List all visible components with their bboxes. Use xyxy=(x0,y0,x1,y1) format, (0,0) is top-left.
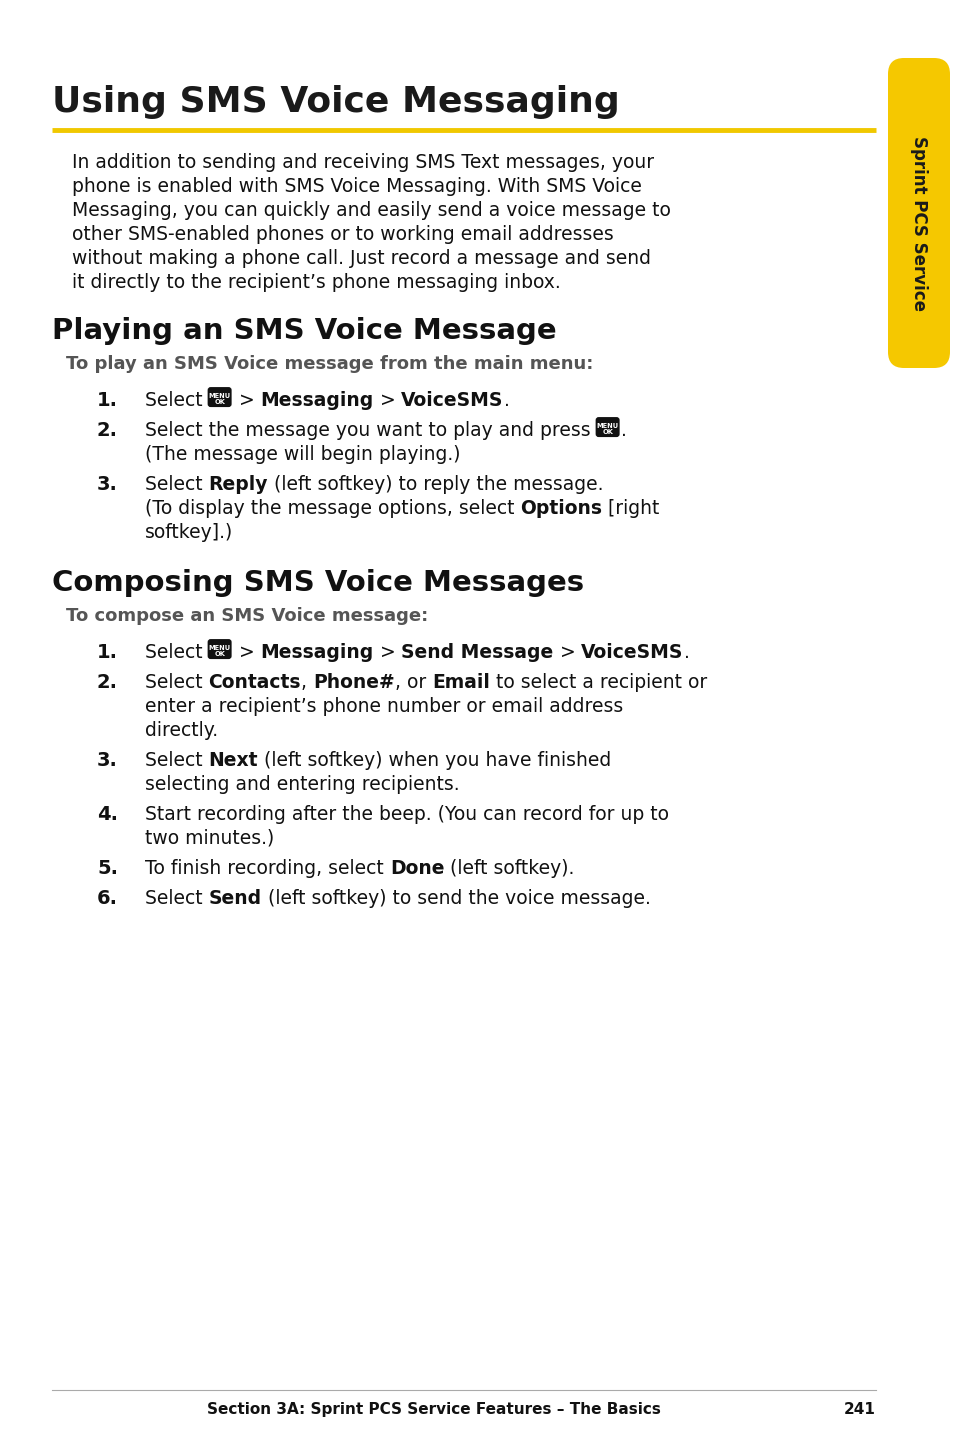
Text: it directly to the recipient’s phone messaging inbox.: it directly to the recipient’s phone mes… xyxy=(71,273,560,292)
Text: directly.: directly. xyxy=(145,721,218,740)
Text: In addition to sending and receiving SMS Text messages, your: In addition to sending and receiving SMS… xyxy=(71,153,654,172)
Text: Select: Select xyxy=(145,643,209,663)
Text: (left softkey) to reply the message.: (left softkey) to reply the message. xyxy=(268,475,603,494)
Text: To finish recording, select: To finish recording, select xyxy=(145,859,390,879)
Text: without making a phone call. Just record a message and send: without making a phone call. Just record… xyxy=(71,249,650,268)
Text: To compose an SMS Voice message:: To compose an SMS Voice message: xyxy=(66,607,428,625)
Text: >: > xyxy=(233,391,260,411)
Text: selecting and entering recipients.: selecting and entering recipients. xyxy=(145,776,459,794)
FancyBboxPatch shape xyxy=(887,59,949,368)
Text: .: . xyxy=(683,643,689,663)
Text: 4.: 4. xyxy=(97,806,118,824)
Text: Section 3A: Sprint PCS Service Features – The Basics: Section 3A: Sprint PCS Service Features … xyxy=(207,1402,660,1417)
Text: (left softkey) to send the voice message.: (left softkey) to send the voice message… xyxy=(261,889,650,909)
Text: Select: Select xyxy=(145,889,209,909)
Text: Select: Select xyxy=(145,751,209,770)
Text: Select the message you want to play and press: Select the message you want to play and … xyxy=(145,421,596,439)
Text: Next: Next xyxy=(209,751,258,770)
Text: Sprint PCS Service: Sprint PCS Service xyxy=(909,136,927,311)
Text: , or: , or xyxy=(395,673,432,693)
FancyBboxPatch shape xyxy=(208,640,232,660)
Text: 3.: 3. xyxy=(97,751,118,770)
Text: [right: [right xyxy=(602,499,659,518)
Text: 241: 241 xyxy=(843,1402,875,1417)
Text: two minutes.): two minutes.) xyxy=(145,829,274,849)
Text: phone is enabled with SMS Voice Messaging. With SMS Voice: phone is enabled with SMS Voice Messagin… xyxy=(71,177,641,196)
Text: VoiceSMS: VoiceSMS xyxy=(401,391,503,411)
Text: Start recording after the beep. (You can record for up to: Start recording after the beep. (You can… xyxy=(145,806,668,824)
Text: To play an SMS Voice message from the main menu:: To play an SMS Voice message from the ma… xyxy=(66,355,593,373)
Text: Select: Select xyxy=(145,391,209,411)
Text: (left softkey).: (left softkey). xyxy=(444,859,574,879)
Text: (left softkey) when you have finished: (left softkey) when you have finished xyxy=(258,751,611,770)
Text: Messaging: Messaging xyxy=(260,643,374,663)
Text: MENU: MENU xyxy=(209,394,231,399)
Text: 6.: 6. xyxy=(97,889,118,909)
Text: .: . xyxy=(503,391,509,411)
Text: (To display the message options, select: (To display the message options, select xyxy=(145,499,520,518)
Text: to select a recipient or: to select a recipient or xyxy=(489,673,706,693)
Text: 1.: 1. xyxy=(97,643,118,663)
Text: Using SMS Voice Messaging: Using SMS Voice Messaging xyxy=(52,84,619,119)
Text: Playing an SMS Voice Message: Playing an SMS Voice Message xyxy=(52,318,556,345)
Text: .: . xyxy=(620,421,626,439)
Text: other SMS-enabled phones or to working email addresses: other SMS-enabled phones or to working e… xyxy=(71,225,613,245)
FancyBboxPatch shape xyxy=(208,386,232,406)
Text: MENU: MENU xyxy=(596,424,618,429)
Text: softkey].): softkey].) xyxy=(145,522,233,542)
Text: 5.: 5. xyxy=(97,859,118,879)
Text: Send: Send xyxy=(209,889,261,909)
Text: OK: OK xyxy=(601,429,613,435)
Text: OK: OK xyxy=(214,651,225,657)
Text: Phone#: Phone# xyxy=(313,673,395,693)
FancyBboxPatch shape xyxy=(595,416,619,436)
Text: Send Message: Send Message xyxy=(401,643,553,663)
Text: 1.: 1. xyxy=(97,391,118,411)
Text: Messaging, you can quickly and easily send a voice message to: Messaging, you can quickly and easily se… xyxy=(71,200,670,220)
Text: 3.: 3. xyxy=(97,475,118,494)
Text: Options: Options xyxy=(520,499,602,518)
Text: 2.: 2. xyxy=(97,673,118,693)
Text: OK: OK xyxy=(214,399,225,405)
Text: Contacts: Contacts xyxy=(209,673,301,693)
Text: Email: Email xyxy=(432,673,489,693)
Text: Done: Done xyxy=(390,859,444,879)
Text: >: > xyxy=(374,643,401,663)
Text: Messaging: Messaging xyxy=(260,391,374,411)
Text: ,: , xyxy=(301,673,313,693)
Text: >: > xyxy=(233,643,260,663)
Text: >: > xyxy=(374,391,401,411)
Text: >: > xyxy=(553,643,580,663)
Text: Reply: Reply xyxy=(209,475,268,494)
Text: 2.: 2. xyxy=(97,421,118,439)
Text: VoiceSMS: VoiceSMS xyxy=(580,643,683,663)
Text: Select: Select xyxy=(145,475,209,494)
Text: enter a recipient’s phone number or email address: enter a recipient’s phone number or emai… xyxy=(145,697,622,716)
Text: Composing SMS Voice Messages: Composing SMS Voice Messages xyxy=(52,570,583,597)
Text: (The message will begin playing.): (The message will begin playing.) xyxy=(145,445,460,464)
Text: Select: Select xyxy=(145,673,209,693)
Text: MENU: MENU xyxy=(209,645,231,651)
